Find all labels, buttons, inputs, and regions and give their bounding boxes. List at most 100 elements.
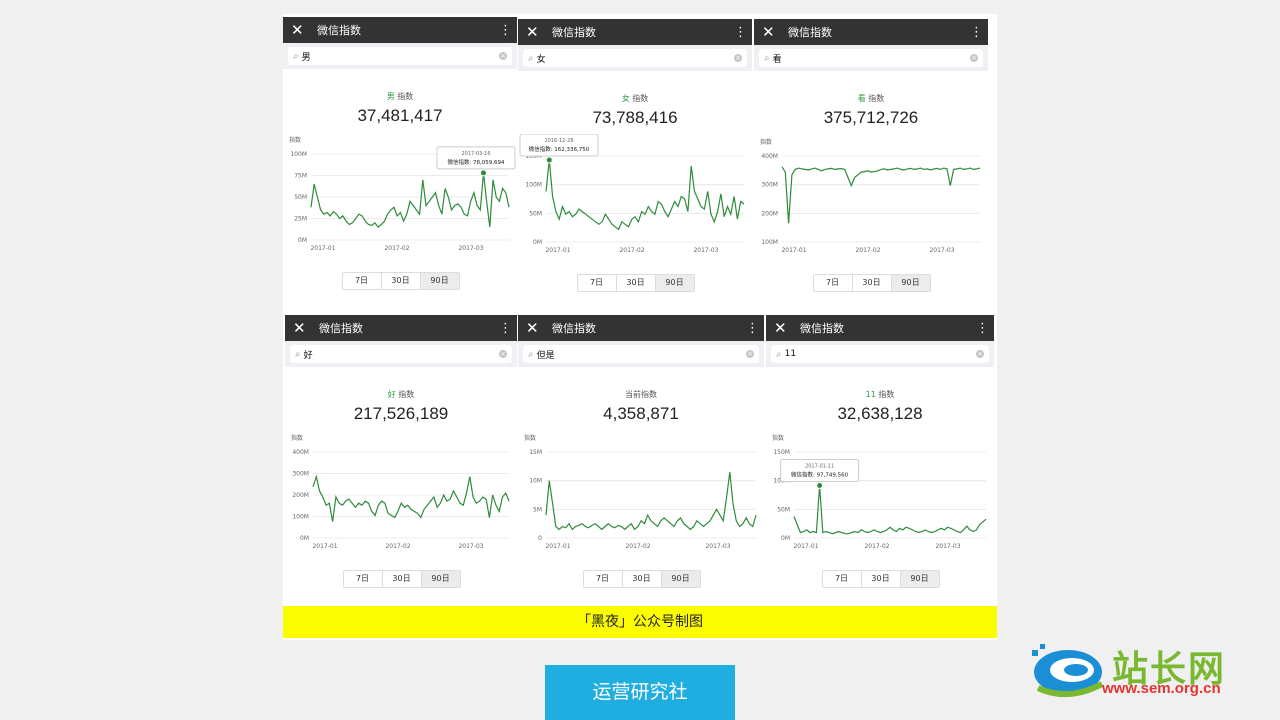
series-line <box>545 159 745 231</box>
highlight-point[interactable] <box>545 156 553 164</box>
tab-30日[interactable]: 30日 <box>853 275 892 291</box>
x-tick-label: 2017-02 <box>619 247 644 254</box>
tab-30日[interactable]: 30日 <box>382 273 421 289</box>
search-icon: ⌕ <box>295 348 301 360</box>
panel-topbar: ✕ 微信指数 ⋮ <box>285 315 517 341</box>
search-icon: ⌕ <box>293 50 299 62</box>
series-line <box>545 472 757 531</box>
y-tick-label: 100M <box>292 514 309 521</box>
index-label-text: 指数 <box>868 94 885 103</box>
more-icon[interactable]: ⋮ <box>499 320 512 336</box>
range-tabs: 7日 30日 90日 <box>576 274 695 292</box>
y-tick-label: 50M <box>529 210 542 217</box>
clear-icon[interactable]: × <box>970 54 978 62</box>
search-input[interactable]: ⌕ 好 × <box>290 345 512 363</box>
search-input[interactable]: ⌕ 男 × <box>288 47 512 65</box>
search-input[interactable]: ⌕ 11 × <box>771 345 989 363</box>
x-tick-label: 2017-03 <box>705 543 730 550</box>
tab-30日[interactable]: 30日 <box>383 571 422 587</box>
tab-90日[interactable]: 90日 <box>900 571 939 587</box>
panel-male: ✕ 微信指数 ⋮ ⌕ 男 × 男 指数 37,481,417 指数 0M 25M 50… <box>283 17 517 307</box>
tab-7日[interactable]: 7日 <box>584 571 623 587</box>
clear-icon[interactable]: × <box>746 350 754 358</box>
y-tick-label: 10M <box>529 478 542 485</box>
index-value: 217,526,189 <box>353 404 449 423</box>
tab-90日[interactable]: 90日 <box>420 273 459 289</box>
tab-7日[interactable]: 7日 <box>344 571 383 587</box>
tab-7日[interactable]: 7日 <box>814 275 853 291</box>
close-icon[interactable]: ✕ <box>293 319 306 337</box>
clear-icon[interactable]: × <box>734 54 742 62</box>
y-tick-label: 5M <box>533 506 542 513</box>
close-icon[interactable]: ✕ <box>291 21 304 39</box>
tab-30日[interactable]: 30日 <box>623 571 662 587</box>
tab-7日[interactable]: 7日 <box>823 571 862 587</box>
more-icon[interactable]: ⋮ <box>746 320 759 336</box>
logo-url[interactable]: www.sem.org.cn <box>1102 680 1221 697</box>
more-icon[interactable]: ⋮ <box>499 22 512 38</box>
close-icon[interactable]: ✕ <box>526 23 539 41</box>
panel-good: ✕ 微信指数 ⋮ ⌕ 好 × 好 指数 217,526,189 指数 0M 100M… <box>285 315 517 605</box>
y-tick-label: 0M <box>781 535 790 542</box>
line-chart: 指数 0 5M 10M 15M 2017-01 2017-02 2017-03 <box>524 434 757 550</box>
tab-7日[interactable]: 7日 <box>578 275 617 291</box>
close-icon[interactable]: ✕ <box>762 23 775 41</box>
panel-topbar: ✕ 微信指数 ⋮ <box>766 315 994 341</box>
search-input[interactable]: ⌕ 但是 × <box>523 345 759 363</box>
range-tabs: 7日 30日 90日 <box>342 570 461 588</box>
panel-female: ✕ 微信指数 ⋮ ⌕ 女 × 女 指数 73,788,416 指数 0M 50M 10… <box>518 19 752 309</box>
more-icon[interactable]: ⋮ <box>970 24 983 40</box>
highlight-point[interactable] <box>479 169 487 177</box>
tooltip-date: 2017-01-11 <box>805 463 834 469</box>
y-axis-title: 指数 <box>291 434 303 442</box>
y-tick-label: 0 <box>538 535 542 542</box>
keyword: 看 <box>857 94 866 103</box>
y-axis-title: 指数 <box>524 434 536 442</box>
y-axis-title: 指数 <box>760 138 772 146</box>
tab-90日[interactable]: 90日 <box>421 571 460 587</box>
panel-look: ✕ 微信指数 ⋮ ⌕ 看 × 看 指数 375,712,726 指数 100M 20… <box>754 19 988 309</box>
range-tabs: 7日 30日 90日 <box>341 272 460 290</box>
tab-7日[interactable]: 7日 <box>343 273 382 289</box>
search-bar: ⌕ 好 × <box>285 341 517 367</box>
x-tick-label: 2017-03 <box>458 245 483 252</box>
tab-90日[interactable]: 90日 <box>655 275 694 291</box>
index-label-text: 指数 <box>632 94 649 103</box>
tab-30日[interactable]: 30日 <box>617 275 656 291</box>
series-line <box>781 166 981 224</box>
index-value: 375,712,726 <box>823 108 919 127</box>
panel-topbar: ✕ 微信指数 ⋮ <box>518 19 752 45</box>
caption-banner: 「黑夜」公众号制图 <box>283 606 997 638</box>
y-tick-label: 200M <box>761 210 778 217</box>
tab-30日[interactable]: 30日 <box>862 571 901 587</box>
y-tick-label: 100M <box>761 239 778 246</box>
highlight-point[interactable] <box>816 481 824 489</box>
x-tick-label: 2017-01 <box>793 543 818 550</box>
tooltip-date: 2017-03-16 <box>461 151 490 157</box>
keyword: 女 <box>621 94 630 103</box>
search-query: 11 <box>784 349 797 359</box>
search-icon: ⌕ <box>776 348 782 360</box>
tab-90日[interactable]: 90日 <box>891 275 930 291</box>
index-value: 32,638,128 <box>837 404 923 423</box>
clear-icon[interactable]: × <box>976 350 984 358</box>
more-icon[interactable]: ⋮ <box>976 320 989 336</box>
y-tick-label: 0M <box>300 535 309 542</box>
search-input[interactable]: ⌕ 女 × <box>523 49 747 67</box>
tab-90日[interactable]: 90日 <box>661 571 700 587</box>
clear-icon[interactable]: × <box>499 350 507 358</box>
series-line <box>793 485 987 535</box>
logo-name: 站长网 <box>1112 648 1227 690</box>
search-bar: ⌕ 女 × <box>518 45 752 71</box>
close-icon[interactable]: ✕ <box>526 319 539 337</box>
search-input[interactable]: ⌕ 看 × <box>759 49 983 67</box>
index-label: 当前指数 <box>518 389 764 400</box>
panel-title: 微信指数 <box>552 322 596 335</box>
close-icon[interactable]: ✕ <box>774 319 787 337</box>
x-tick-label: 2017-01 <box>545 543 570 550</box>
search-icon: ⌕ <box>764 52 770 64</box>
more-icon[interactable]: ⋮ <box>734 24 747 40</box>
index-value: 73,788,416 <box>592 108 678 127</box>
ops-research-button[interactable]: 运营研究社 <box>545 665 735 720</box>
clear-icon[interactable]: × <box>499 52 507 60</box>
